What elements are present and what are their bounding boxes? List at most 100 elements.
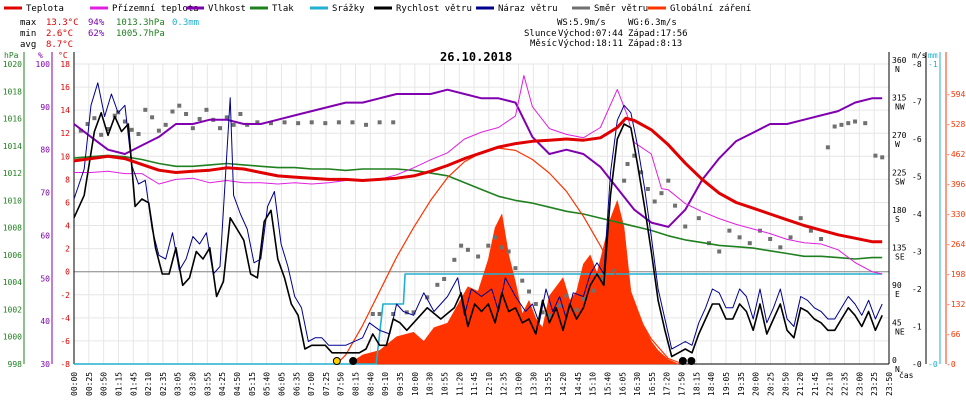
- x-tick-label: 13:00: [515, 372, 524, 396]
- stat-max-hum: 94%: [88, 18, 105, 28]
- rad-tick-label: -0: [946, 360, 956, 369]
- legend: Teplota Přízemní teplota Vlhkost Tlak Srážky…: [4, 4, 751, 14]
- x-tick-label: 13:30: [529, 372, 538, 396]
- x-tick-label: 22:10: [826, 372, 835, 396]
- temp-tick-label: 4: [65, 222, 70, 231]
- wind-direction-point: [625, 162, 630, 166]
- x-tick-label: 20:50: [781, 372, 790, 396]
- rad-tick-label: -528: [946, 120, 965, 129]
- wind-direction-point: [309, 120, 314, 125]
- dir-tick-label: 135: [892, 244, 907, 253]
- wind-direction-point: [486, 243, 491, 248]
- rad-tick-label: -462: [946, 150, 965, 159]
- x-tick-label: 00:00: [70, 372, 79, 396]
- x-tick-label: 20:00: [752, 372, 761, 396]
- wind-direction-point: [255, 120, 260, 125]
- x-tick-label: 04:25: [218, 372, 227, 396]
- wind-direction-point: [411, 310, 416, 315]
- wind-direction-point: [85, 122, 90, 126]
- hum-tick-label: 40: [40, 317, 50, 326]
- sun-moon-marker: [678, 357, 687, 365]
- wind-direction-point: [645, 187, 650, 191]
- moon-label: Měsíc: [530, 39, 557, 49]
- legend-label: Přízemní teplota: [112, 4, 199, 14]
- wind-axis-unit: m/s: [912, 51, 927, 60]
- legend-label: Náraz větru: [498, 4, 558, 14]
- x-tick-label: 07:25: [322, 372, 331, 396]
- temp-tick-label: 2: [65, 245, 70, 254]
- stat-max-temp: 13.3°C: [46, 18, 79, 28]
- x-tick-label: 15:40: [603, 372, 612, 396]
- x-tick-label: 00:50: [100, 372, 109, 396]
- press-tick-label: 1000: [3, 333, 22, 342]
- wind-tick-label: -1: [912, 323, 922, 332]
- temp-tick-label: 6: [65, 198, 70, 207]
- hum-tick-label: 70: [40, 189, 50, 198]
- hum-tick-label: 30: [40, 360, 50, 369]
- temp-tick-label: 14: [60, 106, 70, 115]
- wind-direction-point: [527, 289, 532, 294]
- wind-direction-point: [184, 112, 189, 116]
- wind-direction-point: [465, 247, 470, 252]
- stat-wind-gust: WG:6.3m/s: [628, 18, 677, 28]
- x-tick-label: 00:25: [85, 372, 94, 396]
- wind-direction-point: [839, 122, 844, 127]
- legend-label: Vlhkost: [208, 4, 246, 14]
- sun-rise: Východ:07:44: [558, 29, 623, 39]
- stat-avg-label: avg: [20, 40, 36, 50]
- wind-direction-point: [591, 288, 596, 293]
- wind-tick-label: -6: [912, 135, 922, 144]
- temp-tick-label: 18: [60, 60, 70, 69]
- wind-direction-point: [622, 178, 627, 183]
- wind-direction-point: [666, 178, 671, 183]
- wind-direction-point: [99, 132, 104, 137]
- wind-direction-point: [459, 243, 464, 248]
- wind-direction-point: [632, 153, 637, 158]
- wind-direction-points: [78, 103, 885, 318]
- wind-direction-point: [364, 122, 369, 127]
- wind-direction-point: [846, 121, 851, 126]
- dir-tick-label: 90: [892, 281, 902, 290]
- x-tick-label: 08:15: [352, 372, 361, 396]
- x-tick-label: 21:45: [811, 372, 820, 396]
- wind-direction-point: [863, 121, 868, 126]
- wind-direction-point: [377, 312, 382, 316]
- wind-direction-point: [564, 293, 569, 298]
- wind-direction-point: [218, 126, 223, 131]
- wind-direction-point: [581, 297, 586, 301]
- legend-label: Směr větru: [594, 4, 648, 14]
- press-tick-label: 1008: [3, 224, 22, 233]
- x-tick-label: 11:20: [455, 372, 464, 396]
- wind-direction-point: [673, 203, 678, 208]
- wind-direction-point: [506, 249, 511, 254]
- wind-direction-point: [336, 120, 341, 125]
- x-tick-label: 23:50: [885, 372, 894, 396]
- rad-tick-label: -66: [946, 330, 961, 339]
- wind-direction-point: [425, 295, 430, 300]
- dir-tick-label: 0: [892, 356, 897, 365]
- x-tick-label: 10:30: [426, 372, 435, 396]
- wind-direction-point: [112, 113, 117, 118]
- wind-direction-point: [778, 245, 783, 250]
- x-tick-label: 18:40: [707, 372, 716, 396]
- x-tick-label: 06:05: [277, 372, 286, 396]
- wind-direction-point: [350, 120, 355, 125]
- stat-max-rain: 0.3mm: [172, 18, 199, 28]
- x-tick-label: 23:00: [855, 372, 864, 396]
- wind-direction-point: [873, 153, 878, 158]
- wind-tick-label: -3: [912, 248, 922, 257]
- wind-direction-point: [190, 126, 195, 131]
- x-tick-label: 10:55: [440, 372, 449, 396]
- x-tick-label: 14:20: [559, 372, 568, 396]
- wind-direction-point: [683, 224, 688, 229]
- temp-tick-label: 8: [65, 175, 70, 184]
- rad-tick-label: -264: [946, 240, 965, 249]
- x-tick-label: 03:55: [203, 372, 212, 396]
- wind-direction-point: [197, 117, 202, 121]
- wind-tick-label: -8: [912, 60, 922, 69]
- temp-tick-label: 10: [60, 152, 70, 161]
- wind-direction-point: [377, 120, 382, 125]
- wind-direction-point: [788, 235, 793, 240]
